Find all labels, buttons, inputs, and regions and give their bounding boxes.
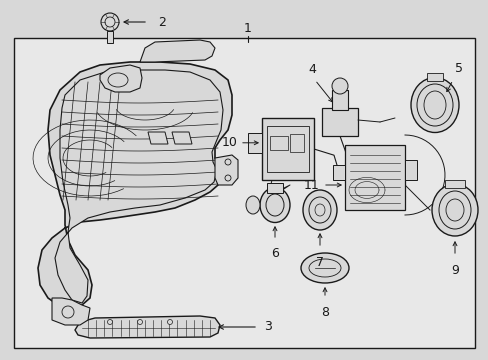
Ellipse shape	[314, 204, 325, 216]
Polygon shape	[172, 132, 192, 144]
Text: 1: 1	[244, 22, 251, 35]
Bar	[404, 160, 416, 180]
Ellipse shape	[431, 184, 477, 236]
Bar	[269, 136, 287, 150]
Ellipse shape	[423, 91, 445, 119]
Bar	[426, 73, 442, 81]
Ellipse shape	[265, 194, 284, 216]
Text: 4: 4	[307, 63, 315, 76]
Circle shape	[224, 175, 230, 181]
Polygon shape	[75, 316, 220, 338]
Bar	[266, 183, 283, 193]
Bar	[262, 118, 313, 180]
Polygon shape	[38, 62, 231, 308]
Bar	[331, 90, 347, 110]
Bar	[345, 145, 404, 210]
Ellipse shape	[303, 190, 336, 230]
Ellipse shape	[301, 253, 348, 283]
Circle shape	[137, 320, 142, 324]
Text: 8: 8	[320, 306, 328, 319]
Polygon shape	[148, 132, 168, 144]
Bar	[266, 126, 308, 172]
Ellipse shape	[445, 199, 463, 221]
Polygon shape	[215, 155, 238, 185]
Bar	[444, 180, 464, 188]
Text: 5: 5	[454, 62, 462, 75]
Bar	[107, 31, 113, 43]
Polygon shape	[100, 65, 142, 92]
Ellipse shape	[410, 77, 458, 132]
Ellipse shape	[308, 259, 340, 277]
Bar	[247, 133, 262, 153]
Bar	[14, 38, 474, 348]
Polygon shape	[140, 40, 215, 62]
Text: 3: 3	[264, 320, 271, 333]
Text: 10: 10	[222, 136, 238, 149]
Text: 9: 9	[450, 264, 458, 277]
Bar	[321, 108, 357, 136]
Circle shape	[62, 306, 74, 318]
Polygon shape	[52, 298, 90, 325]
Ellipse shape	[260, 188, 289, 222]
Ellipse shape	[245, 196, 260, 214]
Text: 6: 6	[270, 247, 278, 260]
Circle shape	[101, 13, 119, 31]
Text: 7: 7	[315, 256, 324, 269]
Ellipse shape	[416, 84, 452, 126]
Text: 11: 11	[303, 179, 318, 192]
Ellipse shape	[438, 191, 470, 229]
Bar	[289, 134, 304, 152]
Circle shape	[331, 78, 347, 94]
Circle shape	[167, 320, 172, 324]
Circle shape	[105, 17, 115, 27]
Ellipse shape	[308, 197, 330, 223]
Text: 2: 2	[158, 15, 165, 28]
Ellipse shape	[108, 73, 128, 87]
Circle shape	[224, 159, 230, 165]
Polygon shape	[55, 70, 223, 303]
Circle shape	[107, 320, 112, 324]
Bar	[332, 165, 345, 180]
